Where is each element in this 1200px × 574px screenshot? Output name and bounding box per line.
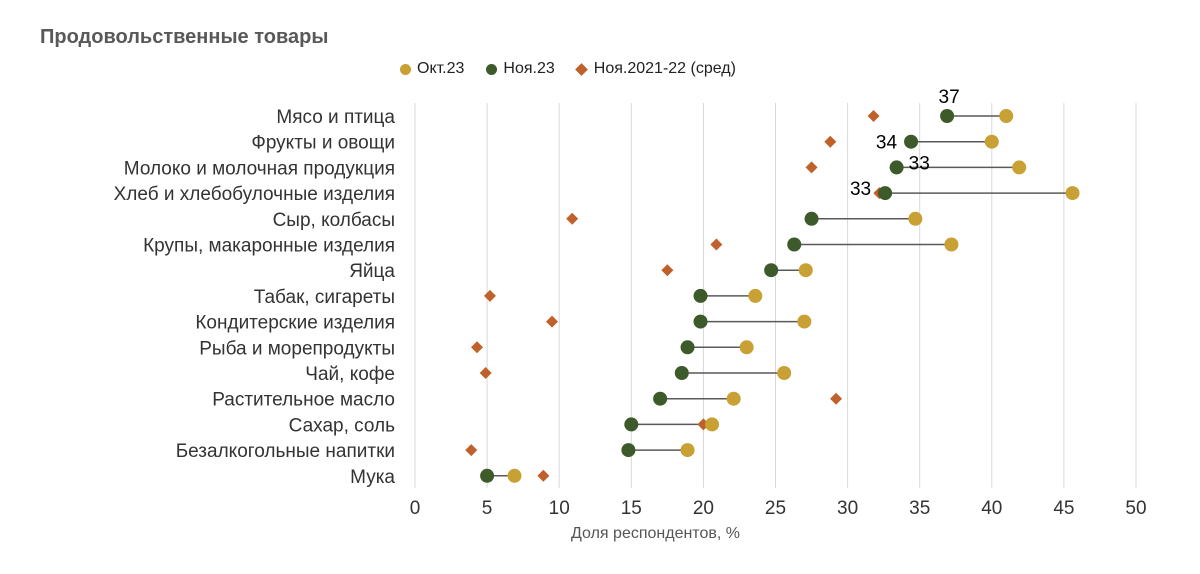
point-nov2021-22-10 bbox=[471, 341, 484, 354]
category-label-9: Кондитерские изделия bbox=[195, 313, 395, 334]
category-label-14: Безалкогольные напитки bbox=[176, 441, 395, 462]
data-label-2: 34 bbox=[876, 133, 898, 154]
point-oct23-14 bbox=[680, 443, 695, 458]
category-label-12: Растительное масло bbox=[212, 390, 395, 411]
point-nov23-10 bbox=[680, 340, 695, 355]
chart-title: Продовольственные товары bbox=[40, 26, 329, 48]
category-label-13: Сахар, соль bbox=[289, 415, 395, 436]
legend-marker-oct23 bbox=[400, 63, 411, 75]
category-label-5: Сыр, колбасы bbox=[273, 210, 395, 231]
category-label-3: Молоко и молочная продукция bbox=[124, 158, 395, 179]
x-tick-label-45: 45 bbox=[1053, 498, 1074, 519]
point-nov23-1 bbox=[940, 109, 955, 123]
point-nov23-12 bbox=[653, 391, 668, 406]
point-nov23-4 bbox=[878, 186, 893, 201]
point-nov23-8 bbox=[693, 288, 708, 303]
x-axis-label: Доля респондентов, % bbox=[571, 525, 740, 542]
point-nov23-6 bbox=[787, 237, 802, 252]
category-label-4: Хлеб и хлебобулочные изделия bbox=[114, 184, 395, 205]
point-nov2021-22-15 bbox=[537, 469, 550, 482]
category-label-15: Мука bbox=[350, 467, 395, 488]
point-nov23-11 bbox=[674, 366, 689, 380]
point-nov23-5 bbox=[804, 211, 819, 226]
category-label-1: Мясо и птица bbox=[276, 107, 395, 128]
point-nov2021-22-2 bbox=[824, 135, 837, 148]
category-label-11: Чай, кофе bbox=[305, 364, 395, 385]
point-oct23-12 bbox=[726, 391, 741, 406]
category-label-8: Табак, сигареты bbox=[254, 287, 395, 308]
x-tick-label-25: 25 bbox=[765, 498, 786, 519]
point-oct23-10 bbox=[739, 340, 754, 355]
legend-label-nov2021-22: Ноя.2021-22 (сред) bbox=[593, 60, 736, 77]
point-nov23-13 bbox=[624, 417, 639, 432]
x-tick-label-0: 0 bbox=[410, 498, 421, 519]
category-label-2: Фрукты и овощи bbox=[251, 133, 395, 154]
x-tick-label-5: 5 bbox=[482, 498, 493, 519]
point-oct23-6 bbox=[944, 237, 959, 252]
point-nov2021-22-14 bbox=[465, 444, 478, 457]
point-oct23-15 bbox=[507, 468, 522, 483]
point-oct23-5 bbox=[908, 211, 923, 226]
point-nov2021-22-3 bbox=[805, 161, 818, 174]
category-label-7: Яйца bbox=[349, 261, 395, 282]
point-oct23-13 bbox=[705, 417, 720, 432]
point-oct23-3 bbox=[1012, 160, 1027, 175]
x-tick-label-20: 20 bbox=[693, 498, 714, 519]
point-nov2021-22-8 bbox=[483, 289, 496, 302]
point-nov23-3 bbox=[889, 160, 904, 175]
point-nov2021-22-5 bbox=[566, 212, 579, 225]
category-label-10: Рыба и морепродукты bbox=[199, 338, 395, 359]
point-oct23-8 bbox=[748, 288, 763, 303]
point-oct23-4 bbox=[1065, 186, 1080, 201]
point-oct23-9 bbox=[797, 314, 812, 329]
point-oct23-11 bbox=[777, 366, 792, 380]
point-oct23-2 bbox=[984, 134, 999, 149]
x-tick-label-30: 30 bbox=[837, 498, 858, 519]
legend-label-oct23: Окт.23 bbox=[417, 60, 465, 77]
legend-label-nov23: Ноя.23 bbox=[503, 60, 555, 77]
point-nov23-2 bbox=[904, 134, 919, 149]
category-label-6: Крупы, макаронные изделия bbox=[143, 236, 395, 257]
legend: Окт.23 Ноя.23 Ноя.2021-22 (сред) bbox=[400, 60, 736, 78]
x-tick-label-35: 35 bbox=[909, 498, 930, 519]
point-nov23-14 bbox=[621, 443, 636, 458]
point-nov23-9 bbox=[693, 314, 708, 329]
point-nov2021-22-11 bbox=[479, 367, 492, 379]
legend-item-nov23: Ноя.23 bbox=[486, 60, 555, 78]
legend-marker-nov23 bbox=[486, 63, 498, 75]
data-label-3: 33 bbox=[909, 153, 930, 174]
point-nov2021-22-9 bbox=[545, 315, 558, 328]
point-nov2021-22-12 bbox=[830, 392, 843, 405]
point-nov2021-22-6 bbox=[710, 238, 723, 251]
point-nov2021-22-1 bbox=[867, 110, 880, 122]
data-label-4: 33 bbox=[850, 179, 871, 200]
x-tick-label-50: 50 bbox=[1125, 498, 1146, 519]
point-nov23-7 bbox=[764, 263, 779, 278]
point-oct23-1 bbox=[999, 109, 1014, 123]
point-nov2021-22-7 bbox=[661, 264, 674, 277]
x-tick-label-40: 40 bbox=[981, 498, 1002, 519]
point-nov23-15 bbox=[480, 468, 495, 483]
legend-item-oct23: Окт.23 bbox=[400, 60, 464, 78]
x-tick-label-15: 15 bbox=[621, 498, 642, 519]
data-label-1: 37 bbox=[939, 87, 960, 108]
legend-item-nov2021-22: Ноя.2021-22 (сред) bbox=[574, 60, 736, 78]
point-oct23-7 bbox=[798, 263, 813, 278]
x-tick-label-10: 10 bbox=[549, 498, 570, 519]
